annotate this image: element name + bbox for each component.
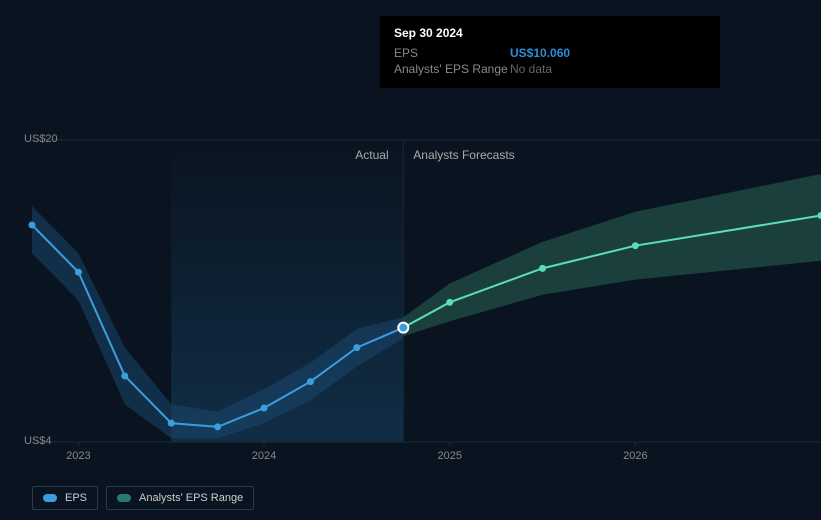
tooltip-range-value: No data [510, 62, 552, 76]
legend-eps[interactable]: EPS [32, 486, 98, 510]
x-tick-label: 2025 [437, 450, 461, 462]
eps-chart[interactable]: Sep 30 2024 EPS US$10.060 Analysts' EPS … [16, 0, 805, 520]
tooltip-eps-value: US$10.060 [510, 46, 570, 60]
legend-range[interactable]: Analysts' EPS Range [106, 486, 254, 510]
x-tick-label: 2023 [66, 450, 90, 462]
tooltip-range-label: Analysts' EPS Range [394, 62, 510, 76]
legend-range-swatch [117, 494, 131, 502]
y-tick-label: US$4 [24, 435, 52, 447]
forecast-label: Analysts Forecasts [413, 148, 514, 162]
legend-range-label: Analysts' EPS Range [139, 492, 243, 504]
actual-label: Actual [355, 148, 388, 162]
y-tick-label: US$20 [24, 133, 58, 145]
legend-eps-swatch [43, 494, 57, 502]
x-tick-label: 2026 [623, 450, 647, 462]
x-tick-label: 2024 [252, 450, 276, 462]
chart-legend: EPS Analysts' EPS Range [32, 486, 254, 510]
chart-tooltip: Sep 30 2024 EPS US$10.060 Analysts' EPS … [380, 16, 720, 88]
tooltip-date: Sep 30 2024 [394, 26, 706, 40]
tooltip-eps-label: EPS [394, 46, 510, 60]
legend-eps-label: EPS [65, 492, 87, 504]
